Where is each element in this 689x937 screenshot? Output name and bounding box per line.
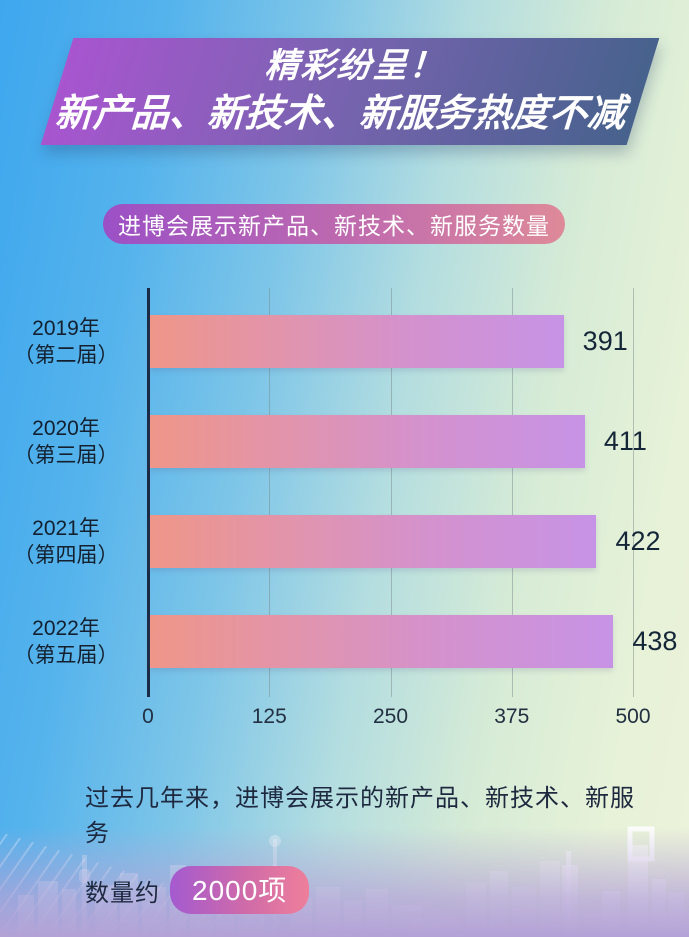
bar-chart: 2019年 （第二届） 391 2020年 （第三届） 411 2021年 （第…	[0, 288, 689, 748]
gridline-500	[633, 288, 634, 697]
value-label-2020: 411	[603, 426, 647, 456]
bar-row-2022: 2022年 （第五届） 438	[0, 615, 679, 668]
x-axis-ticks: 0 125 250 375 500	[142, 705, 650, 735]
value-label-2022: 438	[632, 626, 678, 656]
bar-2019	[150, 315, 564, 368]
bar-2021	[150, 515, 597, 568]
gridline-375	[511, 288, 513, 697]
tick-label-250: 250	[372, 705, 409, 728]
tick-label-375: 375	[494, 705, 530, 728]
gridline-250	[390, 288, 392, 697]
footer-note: 过去几年来，进博会展示的新产品、新技术、新服务 数量约 2000项	[85, 778, 659, 914]
bottom-gradient-fade	[0, 827, 689, 937]
chart-title-text: 进博会展示新产品、新技术、新服务数量	[118, 213, 550, 239]
tick-label-500: 500	[615, 705, 651, 728]
tick-label-0: 0	[142, 705, 154, 728]
footer-text-line-2: 数量约 2000项	[85, 866, 659, 914]
bar-row-2020: 2020年 （第三届） 411	[0, 415, 679, 468]
gridline-125	[269, 288, 271, 697]
y-axis-line	[147, 288, 150, 697]
bar-row-2019: 2019年 （第二届） 391	[0, 315, 679, 368]
title-line-2: 新产品、新技术、新服务热度不减	[51, 92, 635, 135]
bar-row-2021: 2021年 （第四届） 422	[0, 515, 679, 568]
plot-area	[148, 288, 634, 697]
category-label-2019: 2019年 （第二届）	[13, 316, 119, 367]
tick-label-125: 125	[251, 705, 287, 728]
footer-text-line-1: 过去几年来，进博会展示的新产品、新技术、新服务	[85, 785, 635, 847]
bar-2022	[150, 615, 614, 668]
bar-2020	[150, 415, 585, 468]
count-badge: 2000项	[170, 866, 310, 914]
title-banner: 精彩纷呈！ 新产品、新技术、新服务热度不减	[40, 38, 660, 145]
category-label-2022: 2022年 （第五届）	[13, 616, 119, 667]
value-label-2021: 422	[615, 526, 661, 556]
title-line-1: 精彩纷呈！	[262, 46, 454, 85]
chart-title-pill: 进博会展示新产品、新技术、新服务数量	[103, 204, 565, 244]
value-label-2019: 391	[582, 326, 628, 356]
category-label-2020: 2020年 （第三届）	[13, 416, 119, 467]
category-label-2021: 2021年 （第四届）	[13, 516, 119, 567]
footer-count-prefix: 数量约	[85, 879, 160, 907]
